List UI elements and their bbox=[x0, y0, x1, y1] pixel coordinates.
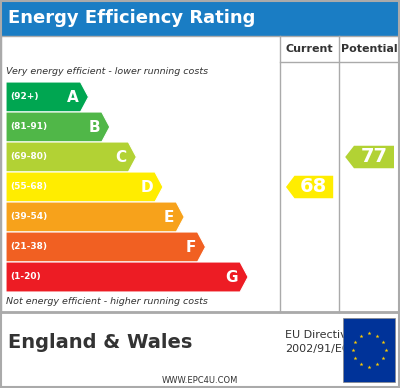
Text: Current: Current bbox=[286, 44, 334, 54]
Polygon shape bbox=[6, 202, 184, 232]
Text: Not energy efficient - higher running costs: Not energy efficient - higher running co… bbox=[6, 298, 208, 307]
Bar bbox=[1, 36, 399, 312]
Text: (39-54): (39-54) bbox=[10, 213, 47, 222]
Text: E: E bbox=[164, 210, 174, 225]
Text: England & Wales: England & Wales bbox=[8, 333, 192, 352]
Text: B: B bbox=[88, 120, 100, 135]
Bar bbox=[343, 318, 395, 382]
Text: A: A bbox=[67, 90, 78, 104]
Polygon shape bbox=[6, 112, 110, 142]
Polygon shape bbox=[6, 142, 136, 172]
Text: 68: 68 bbox=[300, 177, 328, 196]
Polygon shape bbox=[6, 172, 163, 202]
Text: 77: 77 bbox=[360, 147, 388, 166]
Text: (92+): (92+) bbox=[10, 92, 38, 102]
Text: Potential: Potential bbox=[341, 44, 398, 54]
Text: (21-38): (21-38) bbox=[10, 242, 47, 251]
Bar bbox=[0, 0, 400, 36]
Polygon shape bbox=[286, 176, 333, 198]
Polygon shape bbox=[345, 146, 394, 168]
Text: WWW.EPC4U.COM: WWW.EPC4U.COM bbox=[162, 376, 238, 385]
Text: D: D bbox=[140, 180, 153, 194]
Text: G: G bbox=[226, 270, 238, 284]
Text: (55-68): (55-68) bbox=[10, 182, 47, 192]
Polygon shape bbox=[6, 262, 248, 292]
Polygon shape bbox=[6, 82, 88, 112]
Text: F: F bbox=[185, 239, 196, 255]
Text: Energy Efficiency Rating: Energy Efficiency Rating bbox=[8, 9, 255, 27]
Text: (81-91): (81-91) bbox=[10, 123, 47, 132]
Text: (1-20): (1-20) bbox=[10, 272, 41, 282]
Text: C: C bbox=[115, 149, 126, 165]
Text: Very energy efficient - lower running costs: Very energy efficient - lower running co… bbox=[6, 68, 208, 76]
Text: EU Directive
2002/91/EC: EU Directive 2002/91/EC bbox=[285, 330, 354, 354]
Polygon shape bbox=[6, 232, 206, 262]
Text: (69-80): (69-80) bbox=[10, 152, 47, 161]
